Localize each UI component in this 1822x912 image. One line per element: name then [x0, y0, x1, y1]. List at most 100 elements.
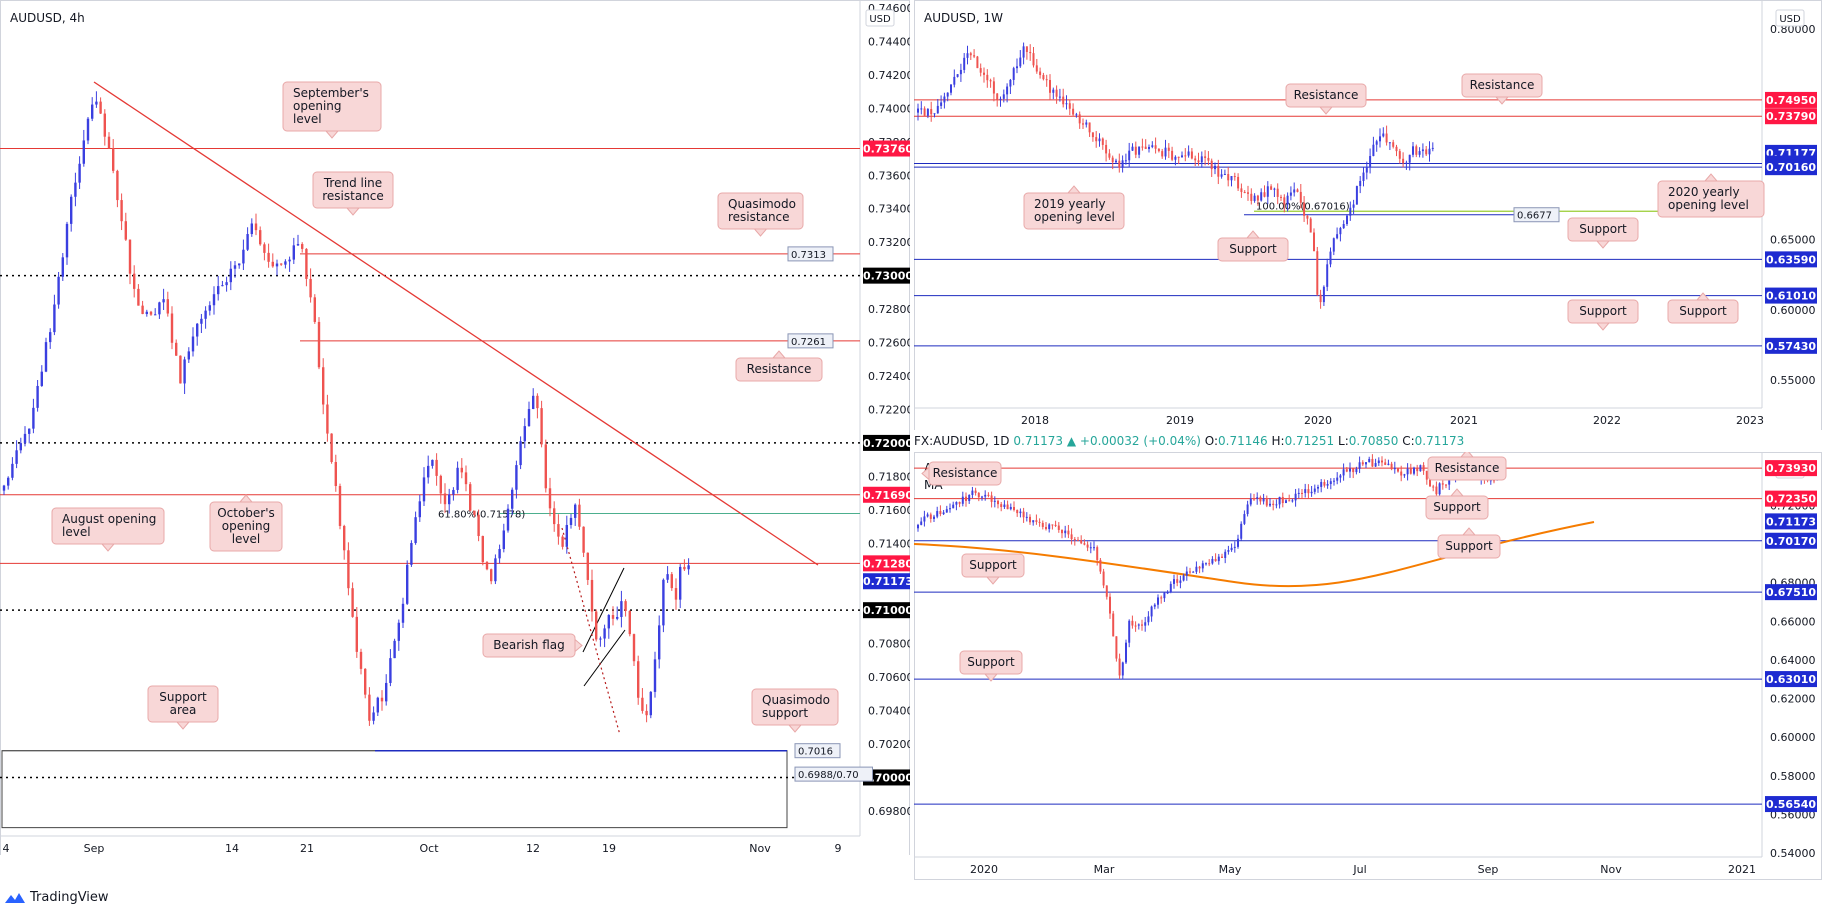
h4-x-tick-4: Oct	[419, 842, 439, 855]
w1-candle-37	[1039, 71, 1042, 76]
w1-candle-150	[1412, 146, 1414, 155]
d1-candle-71	[1144, 622, 1147, 626]
d1-candle-63	[1118, 658, 1121, 676]
h4-candle-46	[196, 323, 199, 337]
d1-candle-64	[1121, 662, 1124, 676]
w1-candle-42	[1055, 89, 1058, 97]
w1-candle-117	[1303, 202, 1306, 216]
h4-candle-71	[301, 244, 304, 249]
d1-candle-20	[981, 496, 983, 498]
w1-candle-135	[1362, 172, 1365, 181]
h4-candle-9	[40, 371, 43, 386]
w1-candle-75	[1164, 147, 1167, 157]
h4-candle-60	[254, 223, 258, 231]
d1-candle-89	[1201, 563, 1204, 569]
d1-candle-122	[1307, 489, 1310, 494]
h4-candle-16	[70, 196, 73, 224]
d1-frame	[914, 452, 1822, 880]
low-value: 0.70850	[1348, 434, 1399, 448]
d1-x-tick-0: 2020	[970, 863, 998, 876]
d1-candle-35	[1029, 516, 1031, 523]
w1-candle-51	[1085, 122, 1088, 125]
d1-candle-146	[1384, 462, 1387, 465]
h4-price-label-7: 0.70000	[863, 771, 910, 784]
h4-y-tick-3: 0.74000	[868, 102, 910, 115]
d1-candle-72	[1147, 616, 1150, 623]
d1-candle-121	[1304, 489, 1307, 494]
w1-candle-58	[1108, 153, 1111, 158]
d1-candle-12	[955, 502, 958, 505]
h4-price-label-7-bg	[863, 769, 910, 786]
w1-candle-17	[973, 55, 976, 57]
d1-candle-148	[1390, 463, 1393, 470]
h4-candle-18	[78, 163, 81, 183]
d1-price-label-2: 0.71173	[1766, 515, 1816, 528]
h4-candle-151	[637, 661, 640, 698]
h4-candle-24	[103, 113, 106, 137]
chart-1w-canvas[interactable]: 0.800000.750000.650000.600000.5500020182…	[914, 0, 1822, 430]
d1-price-label-4-bg	[1765, 584, 1817, 601]
h4-candle-51	[217, 286, 220, 295]
w1-x-tick-0: 2018	[1021, 414, 1049, 427]
h4-price-label-4: 0.71280	[863, 557, 910, 570]
h4-callout-3: Resistance	[735, 350, 823, 382]
d1-candle-2	[923, 516, 926, 522]
h4-candle-145	[611, 615, 615, 619]
d1-candle-101	[1240, 523, 1243, 539]
w1-candle-85	[1197, 160, 1200, 163]
chart-4h-canvas[interactable]: 0.746000.744000.742000.740000.738000.736…	[0, 0, 910, 855]
w1-candle-50	[1082, 123, 1084, 125]
chart-panel-4h[interactable]: 0.746000.744000.742000.740000.738000.736…	[0, 0, 910, 855]
h4-candle-141	[595, 611, 598, 640]
h4-candle-116	[490, 569, 493, 582]
d1-candle-127	[1323, 482, 1326, 486]
d1-candle-51	[1080, 540, 1083, 544]
w1-x-tick-5: 2023	[1736, 414, 1764, 427]
d1-candle-109	[1265, 498, 1268, 506]
d1-candle-151	[1400, 471, 1403, 476]
d1-candle-82	[1179, 580, 1182, 583]
chart-panel-1w[interactable]: 0.800000.750000.650000.600000.5500020182…	[914, 0, 1822, 430]
w1-candle-32	[1022, 46, 1025, 58]
w1-price-label-4-bg	[1765, 159, 1817, 176]
w1-candle-64	[1128, 150, 1131, 161]
d1-candle-156	[1416, 467, 1419, 472]
h4-candle-93	[393, 640, 396, 659]
h4-candle-92	[389, 658, 392, 683]
w1-candle-94	[1227, 174, 1230, 181]
chart-1d-canvas[interactable]: 0.720000.700000.680000.660000.640000.620…	[914, 452, 1822, 882]
w1-candle-132	[1352, 204, 1355, 208]
h4-candle-101	[427, 465, 430, 478]
h4-y-tick-7: 0.73200	[868, 236, 910, 249]
d1-candle-10	[949, 508, 951, 510]
h4-candle-31	[133, 273, 136, 289]
d1-candle-14	[961, 496, 964, 504]
d1-candle-15	[965, 496, 967, 501]
w1-candle-6	[936, 105, 939, 114]
d1-candle-162	[1435, 486, 1438, 495]
w1-price-label-5-bg	[1765, 251, 1817, 268]
d1-candle-49	[1073, 539, 1076, 541]
h4-callout-8-pointer	[787, 724, 803, 733]
h4-candle-56	[238, 263, 241, 266]
d1-candle-32	[1019, 511, 1022, 514]
w1-candle-74	[1161, 151, 1164, 157]
w1-candle-115	[1296, 189, 1299, 192]
d1-candle-152	[1403, 474, 1406, 476]
h4-y-tick-10: 0.72400	[868, 370, 910, 383]
h4-candle-38	[162, 299, 165, 303]
w1-candle-87	[1204, 156, 1207, 158]
brand-logo[interactable]: TradingView	[4, 890, 109, 905]
d1-candle-159	[1425, 470, 1428, 480]
w1-candle-83	[1190, 151, 1193, 159]
w1-candle-67	[1138, 146, 1141, 155]
w1-callout-0: Resistance	[1285, 83, 1367, 115]
chart-panel-1d[interactable]: 0.720000.700000.680000.660000.640000.620…	[914, 452, 1822, 882]
d1-candle-154	[1409, 468, 1412, 474]
h4-x-tick-2: 14	[225, 842, 239, 855]
d1-candle-65	[1125, 642, 1127, 663]
d1-candle-76	[1160, 597, 1163, 599]
h4-callout-1-text-0: Trend line	[323, 176, 382, 190]
d1-candle-56	[1096, 547, 1099, 560]
h4-y-tick-18: 0.70200	[868, 738, 910, 751]
